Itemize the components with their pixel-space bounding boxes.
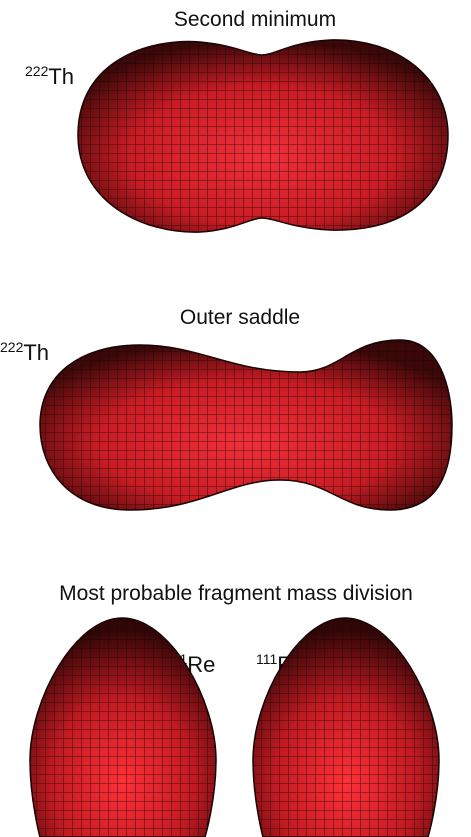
mass-number: 111 — [256, 651, 277, 667]
panel-title: Outer saddle — [180, 306, 300, 329]
element: Th — [48, 64, 74, 89]
panel-title: Second minimum — [174, 8, 336, 31]
nucleus-label: 222Th — [25, 63, 74, 89]
fragment-shape — [252, 617, 440, 837]
nucleus-label: 222Th — [0, 339, 49, 365]
nuclear-shape — [77, 39, 449, 233]
mass-number: 222 — [0, 339, 24, 355]
fragment-shape — [29, 617, 217, 837]
panel-title: Most probable fragment mass division — [59, 582, 413, 605]
element: Re — [187, 652, 215, 677]
mass-number: 222 — [25, 63, 49, 79]
nuclear-shape — [39, 339, 453, 511]
element: Th — [23, 340, 49, 365]
